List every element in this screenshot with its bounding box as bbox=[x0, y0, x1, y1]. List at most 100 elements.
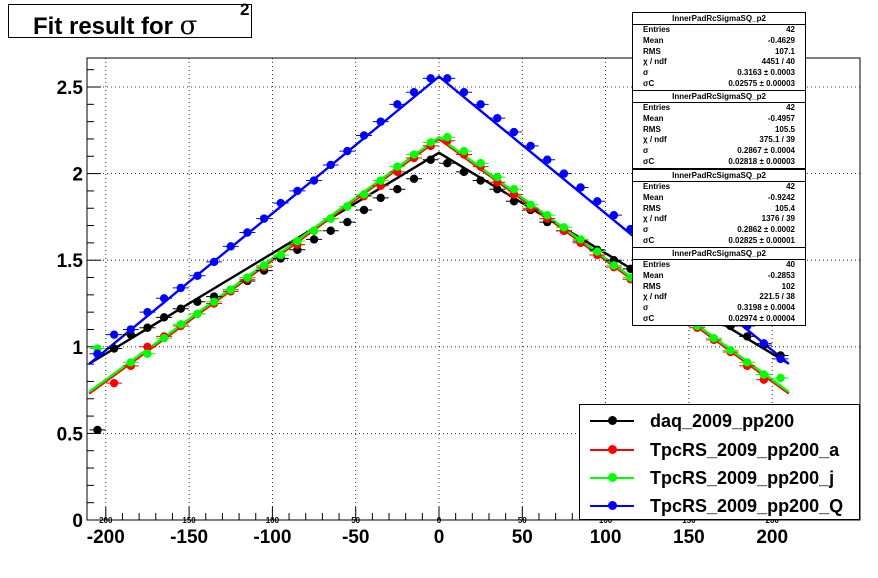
data-point bbox=[126, 325, 135, 334]
sigma-symbol: σ bbox=[179, 11, 198, 41]
stat-label: σC bbox=[643, 313, 655, 323]
stat-value: 1376 / 39 bbox=[761, 214, 795, 224]
legend-marker bbox=[608, 501, 617, 510]
data-point bbox=[193, 297, 202, 306]
legend-entry: TpcRS_2009_pp200_a bbox=[580, 435, 859, 464]
data-point bbox=[493, 184, 502, 194]
stat-value: -0.9242 bbox=[767, 192, 795, 202]
stat-value: 105.5 bbox=[774, 124, 795, 134]
stat-value: -0.4629 bbox=[767, 35, 795, 45]
data-point bbox=[509, 184, 519, 194]
data-point bbox=[343, 202, 352, 211]
stat-value: 105.4 bbox=[774, 203, 795, 213]
stat-value: 107.1 bbox=[774, 46, 795, 56]
stat-value: 42 bbox=[786, 25, 795, 34]
legend-entry: daq_2009_pp200 bbox=[580, 406, 859, 435]
stat-value: 102 bbox=[781, 281, 795, 291]
axes: -200 -150 -100 -50 0 50 100 150 200 200 150 100 50 0 5… bbox=[57, 69, 856, 548]
stat-label: Mean bbox=[643, 113, 664, 123]
legend-marker bbox=[608, 473, 617, 482]
x-tick-label: 100 bbox=[590, 527, 622, 548]
data-point bbox=[259, 214, 269, 223]
stat-label: σ bbox=[643, 225, 649, 235]
x-tick-label: 50 bbox=[512, 527, 533, 548]
data-point bbox=[559, 169, 569, 178]
data-point bbox=[426, 155, 435, 164]
data-point bbox=[359, 131, 369, 140]
stat-label: Entries bbox=[643, 25, 671, 34]
stat-value: 42 bbox=[786, 182, 795, 191]
data-point bbox=[393, 162, 402, 171]
stat-label: Mean bbox=[643, 35, 664, 45]
stat-label: χ / ndf bbox=[643, 57, 667, 67]
y-tick-label: 0 bbox=[72, 511, 83, 532]
data-point bbox=[109, 330, 119, 339]
data-point bbox=[543, 210, 552, 220]
data-point bbox=[143, 349, 152, 358]
x-tick-label: -200 bbox=[87, 527, 125, 548]
data-point bbox=[709, 333, 719, 343]
data-point bbox=[393, 184, 402, 194]
data-point bbox=[276, 198, 285, 208]
legend-label: daq_2009_pp200 bbox=[650, 411, 795, 431]
stat-box: InnerPadRcSigmaSQ_p2 Entries 42 Mean -0.92… bbox=[632, 169, 806, 248]
data-point bbox=[243, 273, 252, 282]
data-point bbox=[143, 342, 152, 351]
data-point bbox=[109, 344, 119, 353]
legend-marker bbox=[608, 416, 617, 425]
data-point bbox=[309, 235, 319, 244]
stat-label: σ bbox=[643, 303, 649, 313]
data-point bbox=[426, 74, 435, 83]
y-tick-label: 1.5 bbox=[57, 251, 84, 272]
y-tick-label: 2.5 bbox=[57, 78, 84, 99]
x-tick-label-small: 200 bbox=[766, 516, 780, 525]
x-tick-label-small: 200 bbox=[99, 516, 113, 525]
legend: daq_2009_pp200 TpcRS_2009_pp200_a TpcRS_… bbox=[579, 404, 860, 520]
data-point bbox=[93, 425, 102, 435]
stat-value: 0.3198 ± 0.0004 bbox=[737, 303, 795, 313]
data-point bbox=[459, 167, 469, 177]
stat-box: InnerPadRcSigmaSQ_p2 Entries 42 Mean -0.49… bbox=[632, 90, 806, 169]
data-point bbox=[509, 197, 519, 206]
data-point bbox=[476, 176, 485, 185]
data-point bbox=[293, 236, 302, 246]
stat-value: 0.2862 ± 0.0002 bbox=[737, 225, 795, 235]
data-point bbox=[593, 247, 602, 256]
data-point bbox=[409, 150, 419, 159]
stat-value: 4451 / 40 bbox=[761, 57, 795, 67]
stat-value: 0.02818 ± 0.00003 bbox=[728, 156, 795, 166]
data-point bbox=[143, 307, 152, 317]
data-point bbox=[343, 146, 352, 156]
data-point bbox=[459, 87, 469, 97]
data-point bbox=[743, 332, 752, 341]
stat-box-title: InnerPadRcSigmaSQ_p2 bbox=[633, 248, 805, 260]
data-point bbox=[776, 373, 785, 383]
data-point bbox=[409, 174, 419, 183]
x-tick-label: 200 bbox=[756, 527, 788, 548]
stat-value: 42 bbox=[786, 103, 795, 112]
x-tick-label-small: 100 bbox=[599, 516, 613, 525]
data-point bbox=[576, 183, 585, 192]
data-point bbox=[559, 223, 569, 232]
stat-value: -0.4957 bbox=[767, 113, 795, 123]
data-point bbox=[93, 349, 102, 358]
stat-label: RMS bbox=[643, 203, 661, 213]
data-point bbox=[476, 100, 485, 109]
stat-label: RMS bbox=[643, 281, 661, 291]
stat-value: 0.02825 ± 0.00001 bbox=[728, 235, 795, 245]
y-tick-label: 2 bbox=[72, 165, 83, 186]
data-point bbox=[359, 205, 369, 215]
stat-box: InnerPadRcSigmaSQ_p2 Entries 42 Mean -0.46… bbox=[632, 12, 806, 91]
stat-label: σ bbox=[643, 68, 649, 78]
data-point bbox=[543, 155, 552, 164]
stat-value: 221.5 / 38 bbox=[759, 292, 795, 302]
data-point bbox=[226, 242, 235, 251]
stat-label: σ bbox=[643, 146, 649, 156]
data-point bbox=[759, 370, 769, 379]
stat-label: σC bbox=[643, 235, 655, 245]
data-point bbox=[409, 87, 419, 97]
data-points bbox=[89, 74, 789, 435]
y-tick-label: 1 bbox=[72, 338, 83, 359]
data-point bbox=[359, 190, 369, 199]
stat-value: 0.3163 ± 0.0003 bbox=[737, 68, 795, 78]
